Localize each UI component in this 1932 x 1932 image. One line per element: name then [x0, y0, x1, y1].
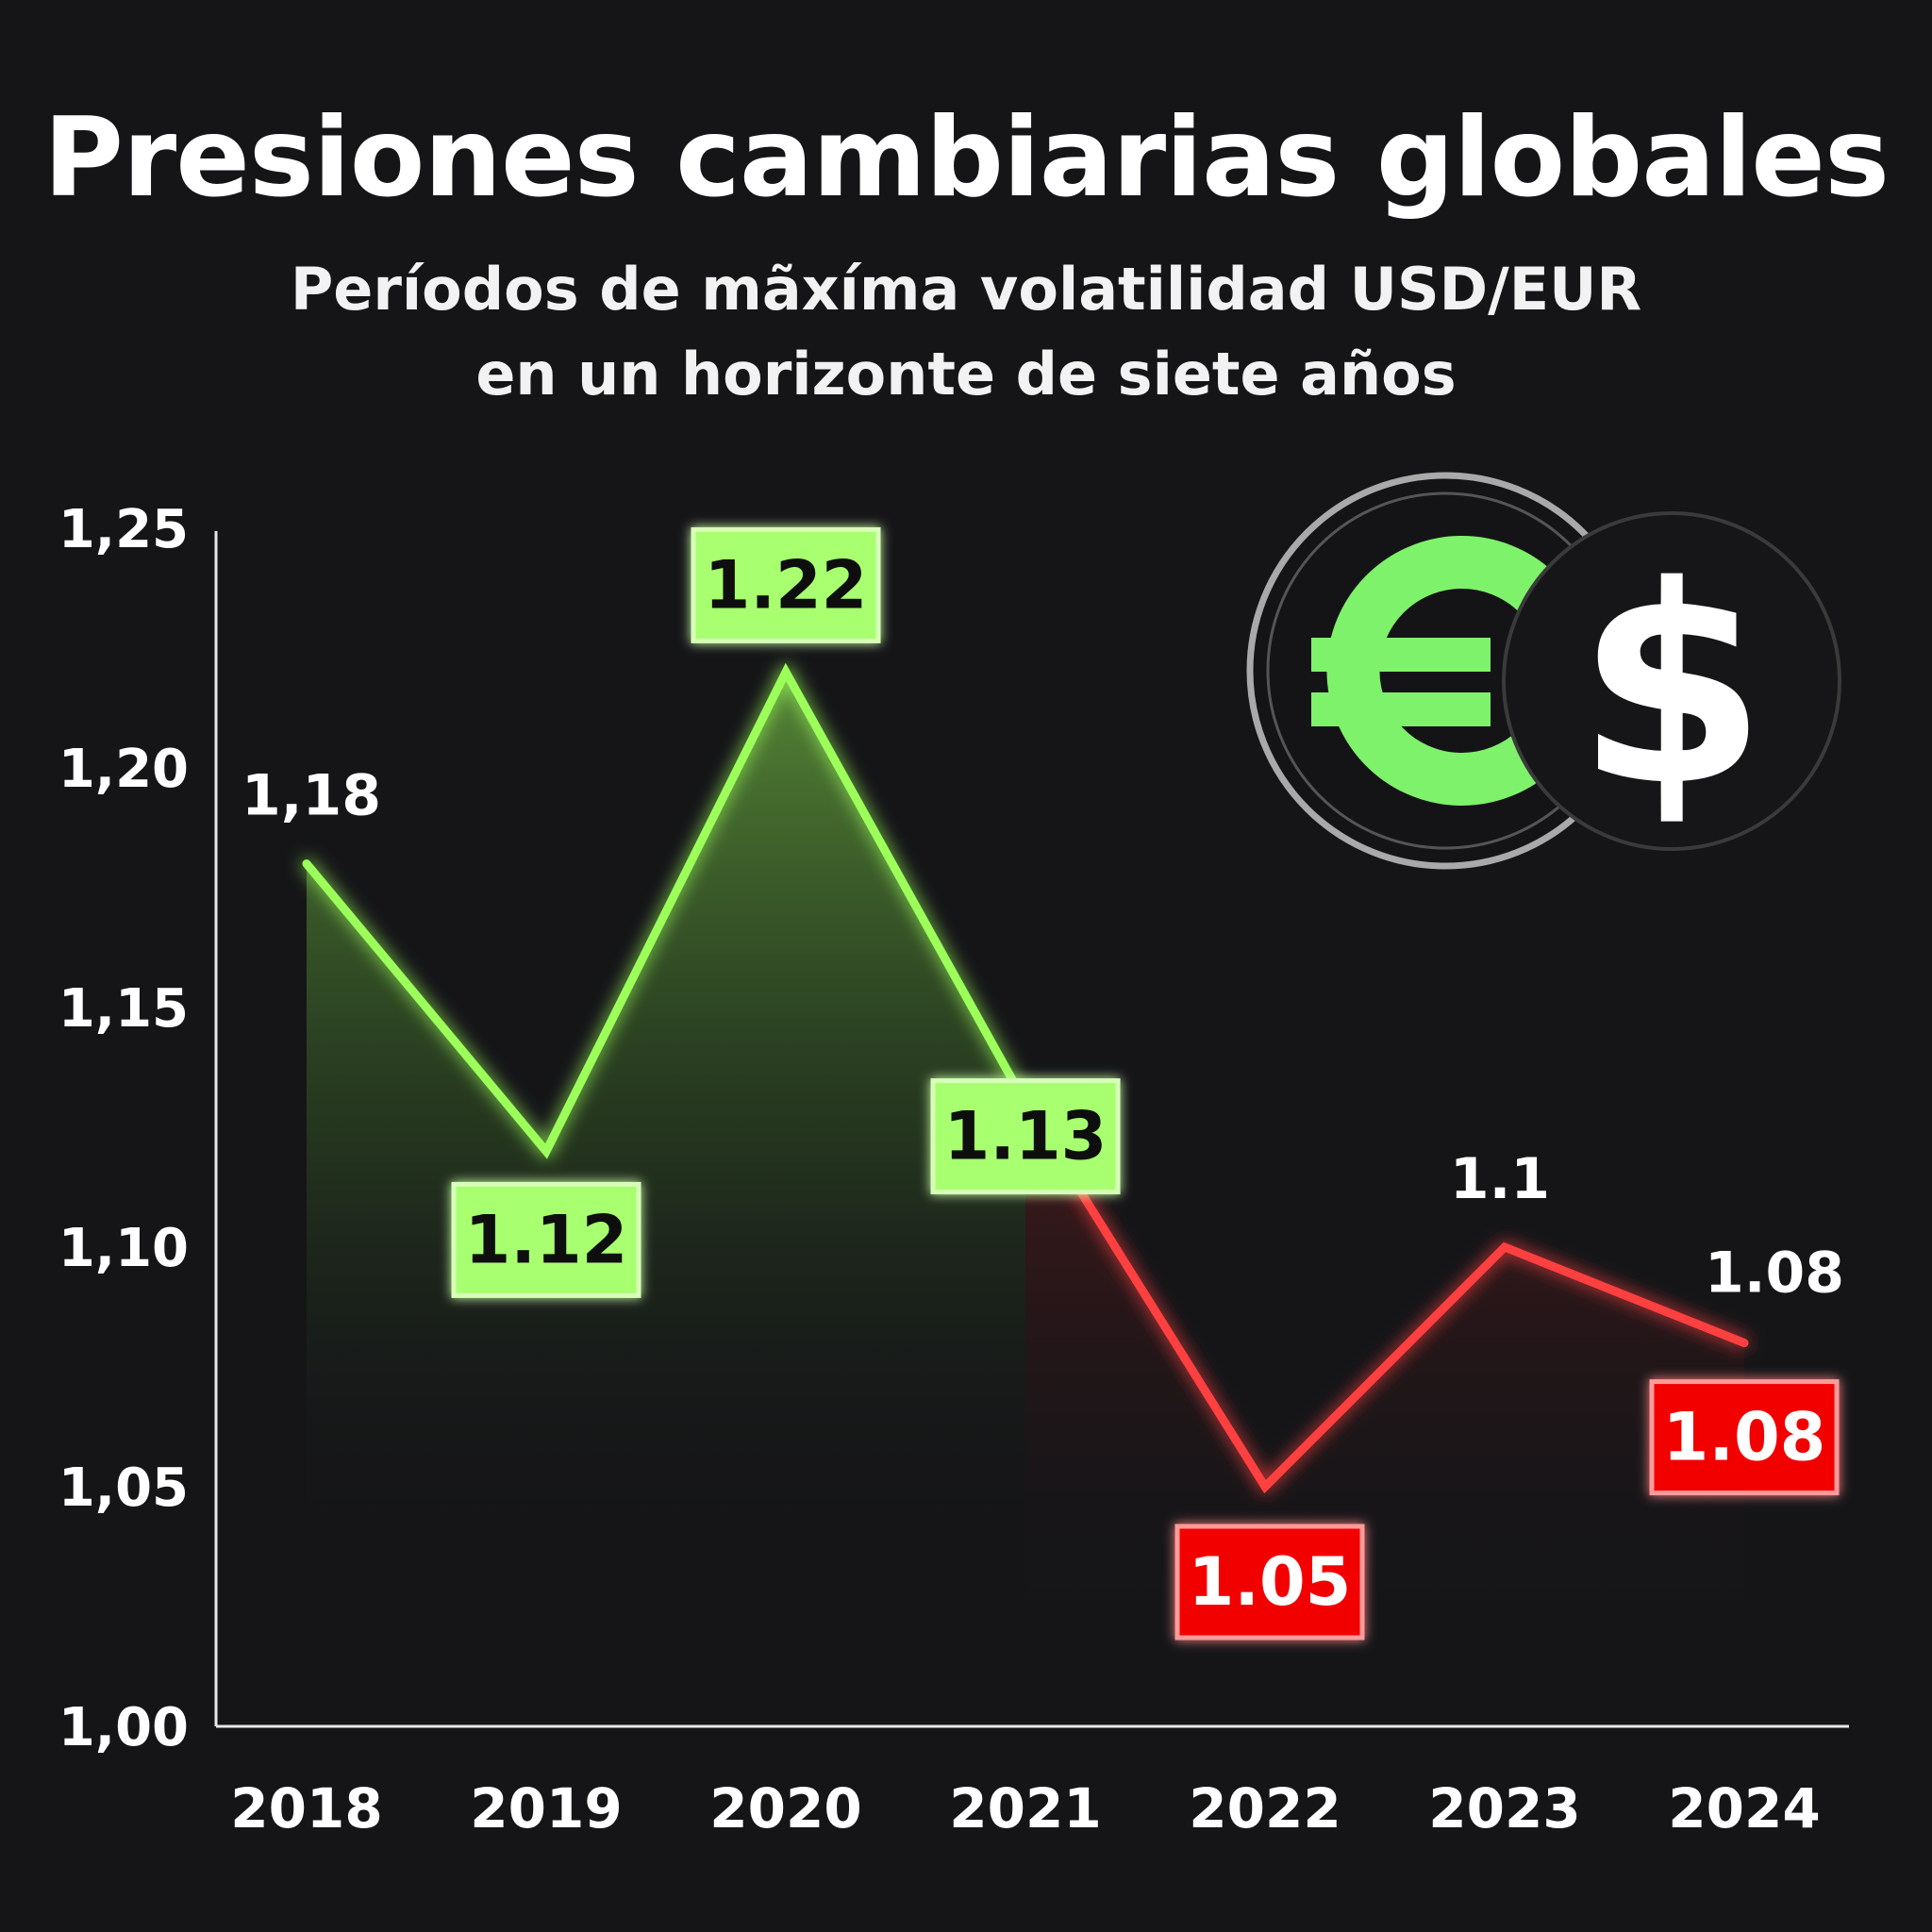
subtitle-line-2: en un horizonte de siete años — [475, 340, 1457, 408]
data-label: 1,18 — [242, 763, 381, 829]
data-label-box: 1.05 — [1174, 1524, 1365, 1641]
data-label-box: 1.12 — [451, 1181, 641, 1298]
x-tick-label: 2022 — [1189, 1776, 1341, 1840]
data-label-box: 1.13 — [930, 1078, 1121, 1195]
data-label: 1.08 — [1705, 1241, 1844, 1307]
data-label-box-bg — [1174, 1524, 1365, 1641]
data-label-box-bg — [930, 1078, 1121, 1195]
data-label-box: 1.22 — [691, 526, 881, 643]
data-label-box-text: 1.13 — [944, 1098, 1108, 1175]
x-tick-label: 2019 — [470, 1776, 622, 1840]
y-tick-label: 1,05 — [58, 1457, 189, 1519]
data-label-box: 1.08 — [1649, 1379, 1840, 1496]
x-tick-label: 2024 — [1668, 1776, 1820, 1840]
page-title: Presiones cambiarias globales — [42, 94, 1890, 222]
series-line-red — [1021, 1099, 1749, 1494]
y-tick-labels: 1,00 1,05 1,10 1,15 1,20 1,25 — [58, 499, 189, 1758]
x-tick-labels: 2018 2019 2020 2021 2022 2023 2024 — [230, 1776, 1820, 1840]
data-label-box-bg — [1649, 1379, 1840, 1496]
area-fill-green — [307, 672, 1025, 1547]
y-tick-label: 1,20 — [58, 739, 189, 800]
data-label-box-text: 1.08 — [1663, 1399, 1826, 1476]
data-label-box-bg — [691, 526, 881, 643]
subtitle-line-1: Períodos de mãxíma volatilidad USD/EUR — [290, 255, 1642, 324]
x-tick-label: 2020 — [709, 1776, 861, 1840]
y-tick-label: 1,10 — [58, 1218, 189, 1279]
x-tick-label: 2018 — [230, 1776, 382, 1840]
data-label-box-text: 1.22 — [705, 546, 868, 624]
x-tick-label: 2021 — [949, 1776, 1101, 1840]
series-lines — [302, 662, 1749, 1494]
data-labels: 1,18 1.1 1.08 1.12 1.22 1.13 1.05 1.08 — [242, 526, 1844, 1641]
currency-icons: $ — [1246, 472, 1841, 870]
data-label-box-text: 1.12 — [465, 1201, 628, 1278]
y-tick-label: 1,00 — [58, 1697, 189, 1758]
series-line-green — [302, 662, 1030, 1159]
y-tick-label: 1,25 — [58, 499, 189, 560]
data-label: 1.1 — [1450, 1146, 1550, 1212]
dollar-coin-icon: $ — [1502, 511, 1841, 851]
data-label-box-text: 1.05 — [1189, 1543, 1352, 1621]
data-label-box-bg — [451, 1181, 641, 1298]
y-tick-label: 1,15 — [58, 978, 189, 1040]
svg-text:$: $ — [1576, 528, 1767, 846]
x-tick-label: 2023 — [1428, 1776, 1580, 1840]
